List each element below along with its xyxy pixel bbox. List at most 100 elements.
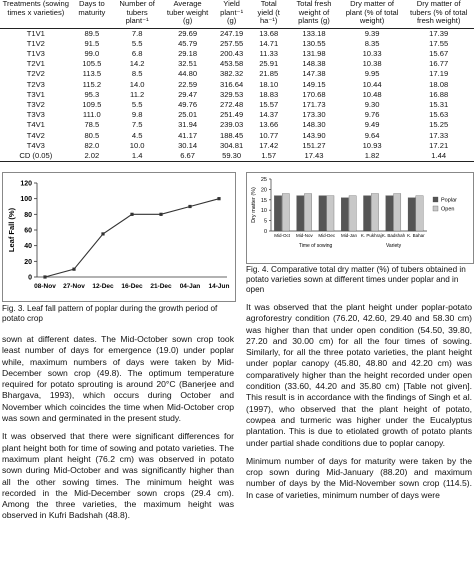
table-cell: 1.82 [340,150,404,163]
table-cell: 9.39 [364,28,380,38]
paragraph: It was observed that there were signific… [2,431,234,521]
table-cell: 200.43 [219,48,244,58]
table-cell: 239.03 [219,120,244,130]
table-cell: 10.0 [129,140,145,150]
table-cell: 7.5 [131,120,143,130]
table-cell: 18.83 [259,89,279,99]
table-cell: T4V2 [26,130,45,140]
bar [348,195,357,232]
header-cell: Days to maturity [71,0,113,29]
bar [415,195,424,232]
table-cell: 17.42 [259,140,279,150]
table-cell: 5.5 [131,99,143,109]
table-cell: 147.38 [302,69,326,79]
table-cell: 9.76 [364,110,380,120]
table-cell: 41.17 [178,130,198,140]
table-row: T1V1 89.5 7.8 29.69 247.19 13.68 133.18 9.39 17.… [0,28,474,39]
table-row: T2V2 113.5 8.5 44.80 382.32 21.85 147.38 9.95 17… [0,69,474,79]
table-cell: 32.51 [178,59,198,69]
table-cell: T1V2 [26,38,45,48]
bar [385,195,394,232]
bar [393,193,402,232]
table-cell: 151.27 [302,140,326,150]
table-cell: 16.88 [429,89,449,99]
bar [318,195,327,232]
table-cell: T2V1 [26,59,45,69]
group-label: Time of sowing [299,243,333,249]
table-row: T1V3 99.0 6.8 29.18 200.43 11.33 131.98 10.33 15… [0,49,474,59]
table-row: T4V2 80.5 4.5 41.17 188.45 10.77 143.90 9.64 17.… [0,131,474,141]
x-tick-label: K. Pukhraj [361,233,382,238]
bar [407,197,416,232]
header-cell: Total fresh weight of plants (g) [287,0,341,29]
x-tick-label: 04-Jan [180,283,201,290]
table-cell: 22.59 [178,79,198,89]
table-cell: 6.67 [162,150,213,163]
table-cell: T3V1 [26,89,45,99]
paragraph: sown at different dates. The Mid-October… [2,334,234,424]
table-cell: 13.66 [259,120,279,130]
table-cell: 14.0 [129,79,145,89]
table-cell: 257.55 [219,38,244,48]
bar [371,193,379,232]
data-point [72,267,76,271]
table-cell: 89.5 [84,28,100,38]
x-tick-label: K. Bahar [407,233,425,238]
table-cell: 272.48 [219,99,244,109]
table-cell: 9.8 [131,110,143,120]
table-cell: 304.81 [219,140,244,150]
table-cell: 99.0 [84,48,100,58]
table-cell: 25.01 [178,110,198,120]
legend-label: Open [441,207,454,213]
header-cell: Total yield (t ha⁻¹) [250,0,288,29]
table-cell: 10.38 [362,59,382,69]
bar [363,195,371,232]
data-point [188,204,192,209]
header-cell: Average tuber weight (g) [162,0,213,29]
table-cell: 44.80 [178,69,198,79]
text-column-right: It was observed that the plant height un… [246,302,472,508]
x-tick-label: 16-Dec [121,283,143,290]
text-column-left: sown at different dates. The Mid-October… [2,334,234,529]
legend-swatch [432,196,439,203]
header-cell: Dry matter of plant (% of total weight) [340,0,404,29]
x-tick-label: 12-Dec [92,283,114,290]
y-tick-label: 60 [24,228,32,235]
header-cell: Yield plant⁻¹ (g) [212,0,251,29]
paragraph: It was observed that the plant height un… [246,302,472,448]
x-tick-label: Mid-Jan [341,233,358,238]
data-point [101,232,105,236]
bar [274,195,282,232]
table-cell: 171.73 [302,99,326,109]
x-tick-label: 21-Dec [150,283,172,290]
y-tick-label: 15 [261,198,267,204]
table-cell: 15.57 [259,99,279,109]
paragraph: Minimum number of days for maturity were… [246,455,472,500]
table-cell: 29.47 [178,89,198,99]
header-cell: Dry matter of tubers (% of total fresh w… [403,0,474,29]
data-point [217,197,221,201]
table-cell: 82.0 [84,140,100,150]
table-cell: 1.44 [403,150,474,163]
y-axis-label: Dry matter (%) [251,187,257,223]
table-cell: 17.55 [429,38,449,48]
figure-dry-matter: 0 5 10 15 20 25 Dry matter (%) Mid-Oct Mid-Nov Mi… [246,172,474,264]
table-cell: 25.91 [259,59,279,69]
table-cell: T4V3 [26,140,45,150]
table-cell: 10.93 [362,140,382,150]
group-label: Variety [386,243,402,249]
table-cell: 17.21 [429,140,449,150]
table-row: T3V3 111.0 9.8 25.01 251.49 14.37 173.30 9.76 15… [0,110,474,120]
table-cell: 5.5 [131,38,143,48]
table-cell: 316.64 [219,79,244,89]
bar [296,195,305,232]
table-cell: 170.68 [302,89,326,99]
table-cell: 59.30 [212,150,251,163]
table-cell: 18.08 [429,79,449,89]
table-cell: 4.5 [131,130,143,140]
table-cell: 133.18 [302,28,326,38]
table-cell: 251.49 [219,110,244,120]
data-point [159,212,163,216]
y-tick-label: 20 [261,187,267,193]
